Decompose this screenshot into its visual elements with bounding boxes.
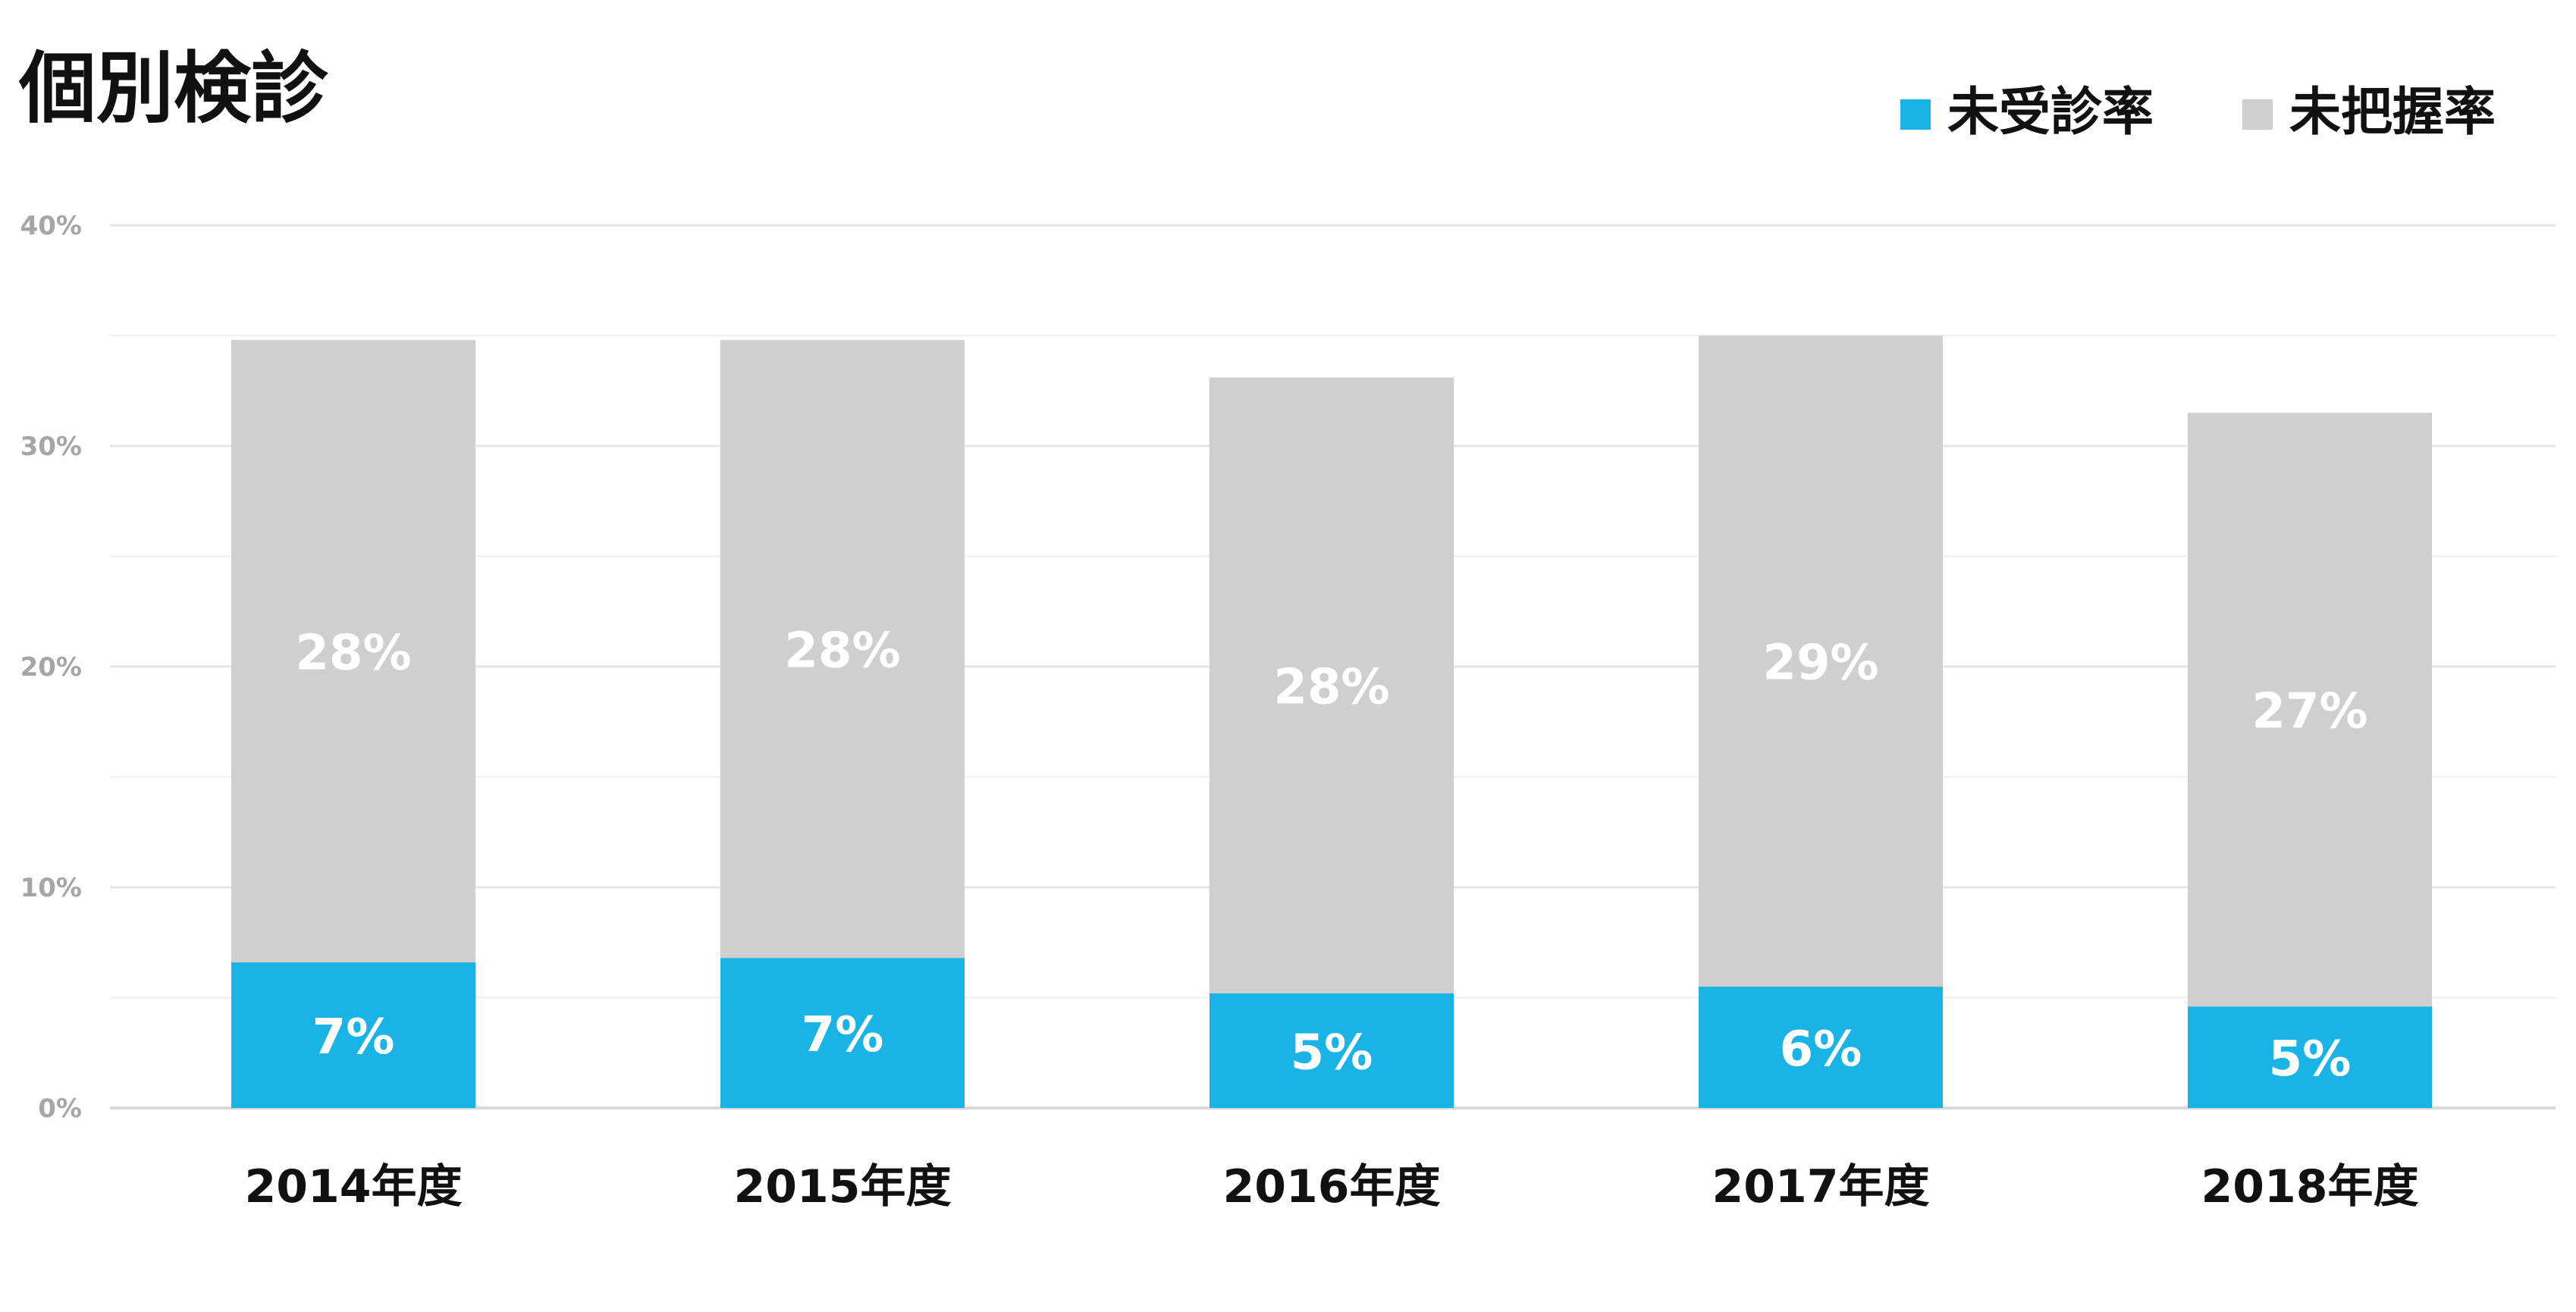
- data-label-unscreened: 6%: [1780, 1022, 1862, 1078]
- bar-segment-unscreened: [1210, 993, 1454, 1108]
- x-category-label: 2014年度: [245, 1160, 463, 1213]
- data-label-unscreened: 5%: [2269, 1031, 2352, 1088]
- bar-segment-unknown: [231, 340, 475, 962]
- bar-segment-unknown: [720, 340, 965, 959]
- y-axis: 0% 10% 20% 30% 40%: [20, 211, 82, 1124]
- legend-label-unknown: 未把握率: [2289, 83, 2496, 143]
- y-tick-label: 10%: [20, 873, 82, 903]
- x-axis: 2014年度 2015年度 2016年度 2017年度 2018年度: [245, 1160, 2419, 1213]
- bar-segment-unscreened: [720, 958, 965, 1108]
- data-label-unscreened: 7%: [802, 1007, 884, 1063]
- legend-swatch-unknown: [2242, 99, 2273, 130]
- bar-segment-unscreened: [1699, 986, 1943, 1108]
- data-label-unscreened: 5%: [1291, 1025, 1373, 1081]
- legend-label-unscreened: 未受診率: [1947, 83, 2154, 143]
- y-tick-label: 30%: [20, 432, 82, 462]
- y-tick-label: 20%: [20, 652, 82, 683]
- legend: 未受診率 未把握率: [1900, 83, 2496, 143]
- legend-item-unknown: 未把握率: [2242, 83, 2496, 143]
- x-category-label: 2015年度: [734, 1160, 952, 1213]
- x-category-label: 2017年度: [1712, 1160, 1930, 1213]
- bar-segment-unscreened: [2188, 1006, 2432, 1108]
- data-label-unknown: 27%: [2251, 684, 2367, 740]
- bar-segment-unknown: [1210, 377, 1454, 993]
- bar-labels: 7% 28% 7% 28% 5% 28% 6% 29% 5% 27%: [295, 623, 2367, 1088]
- data-label-unknown: 28%: [1273, 660, 1389, 716]
- data-label-unknown: 29%: [1762, 636, 1878, 692]
- y-tick-label: 0%: [38, 1094, 82, 1124]
- bar-segment-unscreened: [231, 962, 475, 1108]
- legend-swatch-unscreened: [1900, 99, 1931, 130]
- bar-segment-unknown: [2188, 413, 2432, 1007]
- x-category-label: 2018年度: [2201, 1160, 2419, 1213]
- data-label-unknown: 28%: [295, 626, 411, 682]
- chart-title: 個別検診: [18, 44, 329, 134]
- data-label-unscreened: 7%: [312, 1009, 395, 1066]
- bar-segment-unknown: [1699, 335, 1943, 987]
- y-tick-label: 40%: [20, 211, 82, 241]
- x-category-label: 2016年度: [1223, 1160, 1441, 1213]
- data-label-unknown: 28%: [784, 623, 900, 680]
- legend-item-unscreened: 未受診率: [1900, 83, 2154, 143]
- bars: [231, 335, 2432, 1108]
